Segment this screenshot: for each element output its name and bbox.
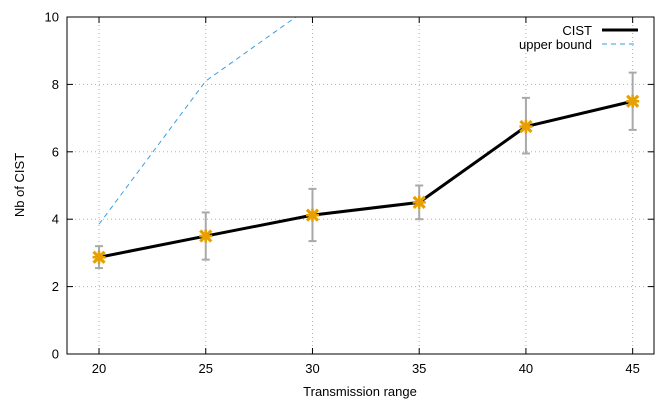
y-axis-ticks: 0 2 4 6 8 10 [45,10,654,362]
legend-label-cist: CIST [562,23,592,38]
y-tick-label: 0 [52,347,59,362]
data-point-cist [519,119,533,134]
series-line-upper-bound [98,17,297,225]
data-point-cist [626,94,640,108]
x-tick-label: 20 [92,361,106,376]
data-point-cist [412,195,426,209]
x-tick-label: 40 [519,361,533,376]
y-tick-label: 10 [45,10,59,25]
y-tick-label: 4 [52,212,59,227]
plot-frame [66,16,655,355]
x-axis-title: Transmission range [303,384,417,399]
y-tick-label: 2 [52,279,59,294]
x-axis-ticks: 20 25 30 35 40 45 [92,17,640,376]
series-layer [92,17,640,270]
legend-label-upper-bound: upper bound [519,37,592,52]
y-axis-title: Nb of CIST [12,153,27,217]
data-point-cist [199,229,213,243]
x-tick-label: 45 [625,361,639,376]
data-point-cist [305,208,320,222]
x-tick-label: 35 [412,361,426,376]
grid [67,17,654,354]
y-tick-label: 6 [52,144,59,159]
y-tick-label: 8 [52,77,59,92]
x-tick-label: 30 [305,361,319,376]
x-tick-label: 25 [199,361,213,376]
data-point-cist [92,250,106,264]
series-line-cist [98,99,634,259]
legend: CIST upper bound [519,23,638,52]
